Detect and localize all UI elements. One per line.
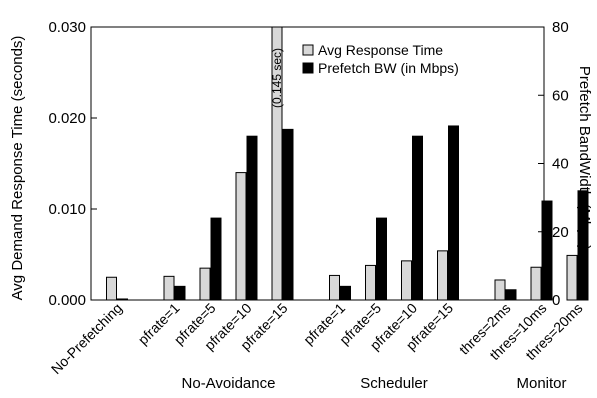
legend-swatch-prefetch-bw [302,62,314,74]
response-time-bar [163,275,175,301]
legend: Avg Response Time Prefetch BW (in Mbps) [302,42,459,76]
group-label: Scheduler [360,375,428,392]
y2-tick-label: 40 [552,156,569,173]
y2-tick-label: 20 [552,224,569,241]
response-time-bar [106,276,117,301]
prefetch-bw-bar [117,298,128,301]
prefetch-bw-bar [505,289,517,301]
legend-swatch-response-time [302,44,314,56]
prefetch-bw-bar [412,135,423,301]
prefetch-bw-bar [246,135,258,301]
prefetch-bw-bar [448,125,459,301]
y2-axis-title: Prefetch BandWidth (Mbps) [576,66,593,250]
y2-tick-label: 80 [552,19,569,36]
response-time-bar [329,274,340,301]
response-time-bar [401,260,412,301]
labels-layer: 0.000 0.010 0.020 0.030 0 20 40 60 80 No-Prefetch… [48,19,586,392]
y-axis-title: Avg Demand Response Time (seconds) [9,36,26,301]
response-time-bar [235,172,247,301]
response-time-bar [199,267,211,301]
response-time-bar [365,264,376,301]
y2-tick-label: 0 [552,292,560,309]
prefetch-bw-bar [282,128,294,301]
prefetch-bw-bar [541,200,553,301]
prefetch-bw-bar [210,217,222,301]
group-label: Monitor [516,375,566,392]
prefetch-bw-bar [376,217,387,301]
group-label: No-Avoidance [182,375,276,392]
y-tick-label: 0.000 [48,292,86,309]
clipped-bar-annotation: (0.145 sec) [270,48,284,108]
response-time-bar [494,279,506,301]
y2-tick-label: 60 [552,87,569,104]
prefetch-bw-bar [577,190,589,301]
y-tick-label: 0.030 [48,19,86,36]
response-time-bar [566,254,578,301]
response-time-bar [437,250,448,301]
category-label: No-Prefetching [48,300,125,377]
bars-layer [106,26,589,301]
response-time-bar [530,266,542,301]
response-time-bar [271,26,283,301]
legend-label-response-time: Avg Response Time [318,42,443,58]
legend-label-prefetch-bw: Prefetch BW (in Mbps) [318,60,459,76]
y-tick-label: 0.020 [48,110,86,127]
prefetch-bw-bar [340,285,351,301]
prefetch-bw-bar [174,285,186,301]
y-tick-label: 0.010 [48,201,86,218]
